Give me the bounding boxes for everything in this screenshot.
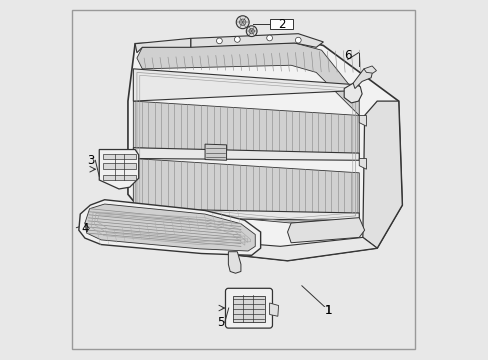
Polygon shape [287, 218, 364, 243]
Polygon shape [102, 175, 136, 180]
Polygon shape [228, 252, 241, 273]
Polygon shape [359, 158, 366, 169]
Polygon shape [190, 34, 323, 47]
Circle shape [216, 38, 222, 44]
Polygon shape [133, 101, 359, 158]
Text: 1: 1 [325, 305, 332, 318]
Polygon shape [362, 101, 402, 248]
Text: 6: 6 [344, 49, 351, 62]
Polygon shape [137, 43, 359, 116]
Polygon shape [169, 237, 376, 261]
Polygon shape [133, 69, 359, 101]
Polygon shape [99, 149, 139, 189]
Polygon shape [352, 69, 372, 89]
Polygon shape [79, 200, 260, 255]
Circle shape [248, 28, 254, 34]
Text: 5: 5 [217, 316, 224, 329]
Circle shape [246, 26, 257, 37]
Polygon shape [344, 83, 362, 103]
Text: 3: 3 [87, 154, 95, 167]
Polygon shape [359, 116, 366, 126]
Polygon shape [204, 144, 226, 160]
Polygon shape [135, 39, 190, 53]
Polygon shape [85, 204, 255, 251]
Polygon shape [128, 39, 402, 261]
Polygon shape [133, 158, 359, 223]
Polygon shape [102, 154, 136, 159]
Polygon shape [133, 209, 359, 221]
Circle shape [236, 16, 249, 29]
Text: 1: 1 [325, 305, 332, 318]
FancyBboxPatch shape [72, 10, 414, 348]
Text: 2: 2 [277, 18, 285, 31]
Polygon shape [269, 303, 278, 316]
Polygon shape [363, 66, 376, 73]
Circle shape [234, 37, 240, 42]
FancyBboxPatch shape [225, 288, 272, 328]
Polygon shape [133, 148, 359, 160]
Text: 4: 4 [81, 222, 88, 235]
Circle shape [266, 35, 272, 41]
Circle shape [239, 19, 245, 26]
FancyBboxPatch shape [319, 307, 339, 318]
FancyBboxPatch shape [269, 19, 292, 30]
Circle shape [295, 37, 301, 43]
Polygon shape [102, 163, 136, 169]
FancyBboxPatch shape [232, 296, 264, 321]
